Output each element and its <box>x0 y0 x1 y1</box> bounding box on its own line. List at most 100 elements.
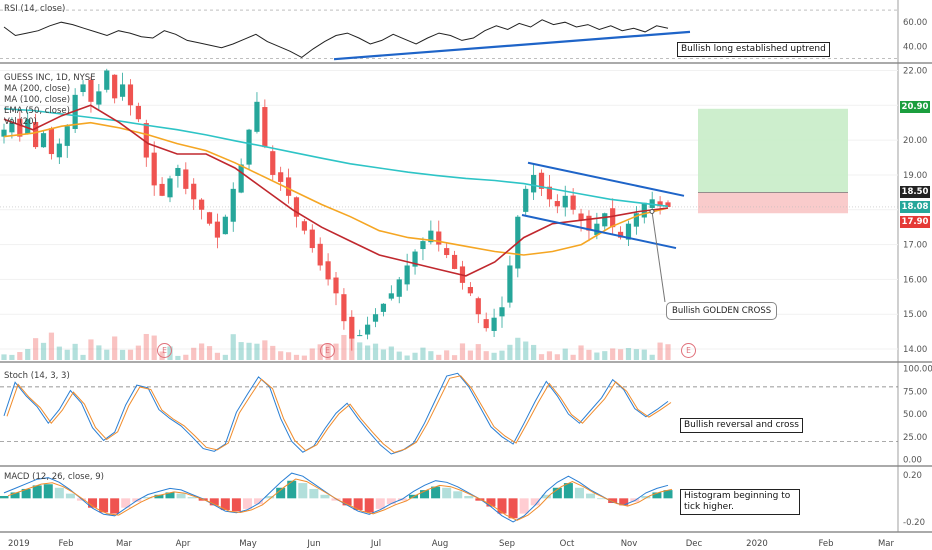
volume-bar <box>665 344 671 360</box>
candle-body <box>570 195 576 210</box>
price-tick-label: 20.00 <box>903 136 927 146</box>
earnings-marker[interactable]: E <box>320 343 335 358</box>
macd-histogram-bar <box>663 490 673 499</box>
volume-bar <box>25 349 31 360</box>
candle-body <box>633 213 639 227</box>
stoch-tick-label: 100.00 <box>903 365 932 375</box>
candle-body <box>483 319 489 329</box>
volume-bar <box>230 334 236 360</box>
macd-histogram-bar <box>143 497 153 499</box>
volume-bar <box>388 346 394 360</box>
volume-bar <box>9 354 15 360</box>
candle-body <box>388 293 394 299</box>
macd-histogram-bar <box>597 498 607 500</box>
price-tick-label: 16.00 <box>903 275 927 285</box>
macd-histogram-bar <box>209 498 219 506</box>
earnings-marker[interactable]: E <box>157 343 172 358</box>
earnings-marker[interactable]: E <box>681 343 696 358</box>
candle-body <box>507 265 513 303</box>
golden-cross-point <box>649 209 655 214</box>
stoch-tick-label: 0.00 <box>903 455 922 465</box>
macd-histogram-bar <box>54 487 64 499</box>
stoch-k-line <box>3 372 669 455</box>
macd-histogram-bar <box>154 494 164 499</box>
candle-body <box>151 152 157 186</box>
volume-bar <box>72 343 78 360</box>
volume-bar <box>119 349 126 360</box>
candle-body <box>412 251 418 267</box>
candle-body <box>262 107 268 148</box>
candle-body <box>617 231 624 238</box>
candle-body <box>444 248 450 256</box>
volume-bar <box>444 350 450 360</box>
golden-cross-annotation[interactable]: Bullish GOLDEN CROSS <box>666 302 778 320</box>
volume-bar <box>412 352 418 360</box>
macd-histogram-bar <box>309 488 319 499</box>
volume-bar <box>641 349 647 360</box>
volume-bar <box>562 348 568 360</box>
rsi-label: RSI (14, close) <box>4 4 66 14</box>
candle-body <box>278 172 284 182</box>
volume-bar <box>1 354 7 360</box>
stoch-annotation[interactable]: Bullish reversal and cross <box>680 418 803 433</box>
price-tag-stop: 17.90 <box>900 216 930 228</box>
volume-bar <box>515 337 521 360</box>
macd-histogram-bar <box>165 492 175 499</box>
volume-bar <box>183 354 189 360</box>
candle-body <box>491 317 497 331</box>
rsi-annotation[interactable]: Bullish long established uptrend <box>677 42 830 57</box>
candle-body <box>167 178 173 198</box>
candle-body <box>657 201 663 207</box>
volume-bar <box>451 355 458 360</box>
price-tick-label: 22.00 <box>903 66 927 76</box>
volume-bar <box>175 355 181 360</box>
macd-histogram-bar <box>231 498 241 512</box>
volume-bar <box>309 348 315 360</box>
candle-body <box>135 105 141 120</box>
x-tick-label: Mar <box>878 539 895 549</box>
volume-bar <box>293 354 300 360</box>
macd-histogram-bar <box>486 498 496 507</box>
volume-bar <box>357 342 363 360</box>
candle-body <box>25 119 31 134</box>
price-tag-entry: 18.50 <box>900 186 930 198</box>
candle-body <box>357 335 363 337</box>
volume-bar <box>594 352 600 360</box>
macd-histogram-bar <box>453 491 463 499</box>
rsi-legend: RSI (14, close) <box>4 4 65 15</box>
volume-bar <box>112 336 118 360</box>
macd-tick-label: 0.20 <box>903 471 922 481</box>
volume-bar <box>214 352 221 360</box>
macd-histogram-bar <box>563 483 573 499</box>
macd-annotation[interactable]: Histogram beginning to tick higher. <box>680 489 800 515</box>
stoch-tick-label: 50.00 <box>903 410 927 420</box>
volume-bar <box>396 351 402 360</box>
volume-bar <box>262 340 268 360</box>
candle-body <box>594 223 600 235</box>
macd-legend: MACD (12, 26, close, 9) <box>4 472 104 483</box>
macd-histogram-bar <box>43 484 53 499</box>
volume-bar <box>610 348 616 360</box>
volume-bar <box>365 345 371 360</box>
x-tick-label: May <box>239 539 257 549</box>
volume-bar <box>586 349 592 360</box>
candle-body <box>602 213 608 227</box>
stoch-tick-label: 75.00 <box>903 387 927 397</box>
candle-body <box>230 188 236 222</box>
macd-histogram-bar <box>287 480 297 499</box>
volume-bar <box>96 345 102 360</box>
candle-body <box>610 208 616 228</box>
macd-histogram-bar <box>386 498 396 505</box>
rsi-trendline <box>333 30 691 61</box>
candle-body <box>523 188 529 212</box>
candle-body <box>625 223 632 240</box>
volume-bar <box>33 338 39 360</box>
candle-body <box>380 303 387 312</box>
candle-body <box>143 123 149 158</box>
candle-body <box>96 91 102 105</box>
price-tick-label: 19.00 <box>903 171 927 181</box>
channel-upper-line <box>527 161 685 197</box>
volume-bar <box>135 345 141 360</box>
volume-bar <box>404 355 410 360</box>
